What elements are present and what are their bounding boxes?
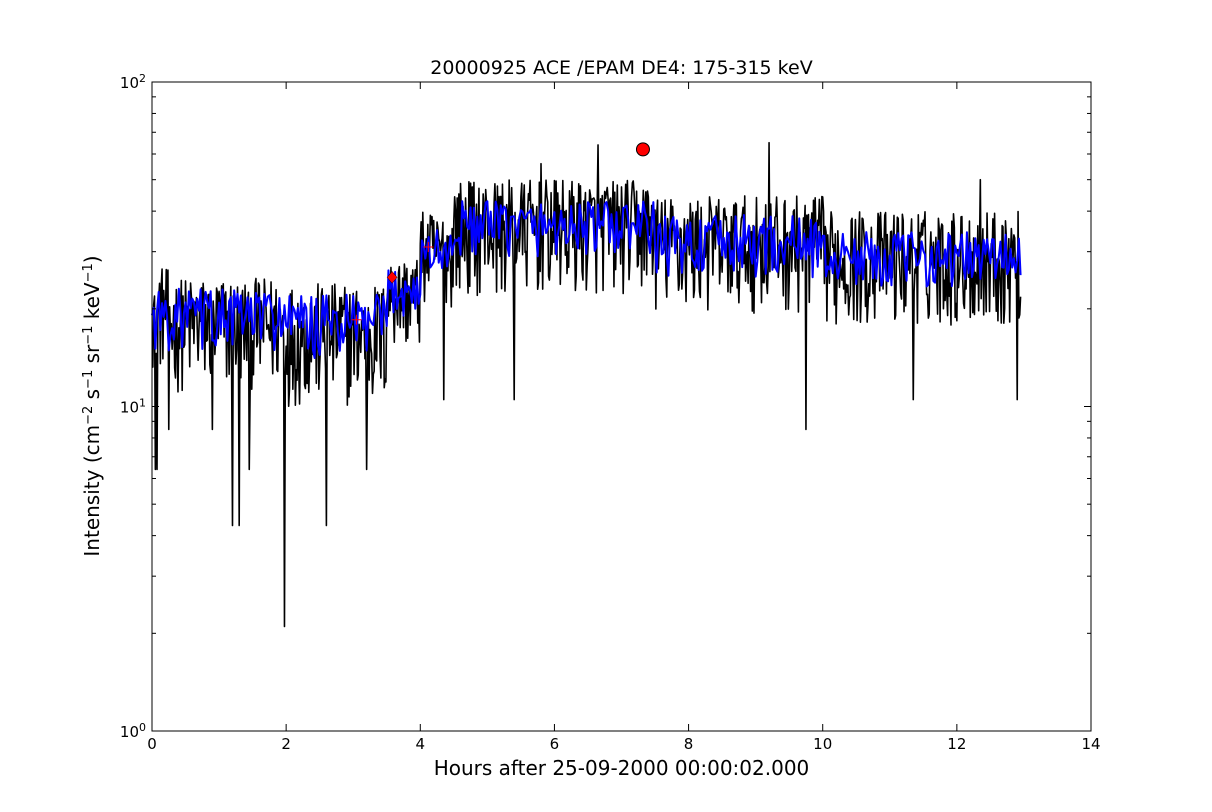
x-axis-label: Hours after 25-09-2000 00:00:02.000 <box>434 756 810 780</box>
y-axis-label-mid1: s <box>80 389 104 406</box>
y-tick-label: 100 <box>120 721 146 742</box>
onset-marker <box>386 270 398 284</box>
axes-frame <box>151 81 1092 732</box>
y-axis-label-exp3: −1 <box>81 326 96 345</box>
x-tick-label: 0 <box>147 735 157 753</box>
x-tick-label: 4 <box>416 735 426 753</box>
peak-marker <box>635 142 650 157</box>
x-tick-label: 14 <box>1081 735 1100 753</box>
plus-marker-2 <box>351 314 362 325</box>
x-tick-label: 2 <box>281 735 291 753</box>
y-axis-label-mid2: sr <box>80 344 104 370</box>
x-tick-label: 6 <box>550 735 560 753</box>
y-axis-label: Intensity (cm−2 s−1 sr−1 keV−1) <box>80 255 104 556</box>
y-axis-label-prefix: Intensity (cm <box>80 425 104 557</box>
y-axis-label-exp4: −1 <box>81 263 96 282</box>
x-tick-label: 8 <box>684 735 694 753</box>
axis-ticks: 0 2 4 6 8 10 12 14 100 101 102 <box>120 72 1101 754</box>
plot-area <box>151 141 1022 628</box>
series-line-smoothed <box>151 200 1022 359</box>
y-axis-label-exp2: −1 <box>81 370 96 389</box>
chart-title: 20000925 ACE /EPAM DE4: 175-315 keV <box>430 57 812 79</box>
y-axis-label-exp1: −2 <box>81 406 96 425</box>
y-axis-label-mid3: keV <box>80 282 104 326</box>
x-tick-label: 10 <box>813 735 832 753</box>
y-tick-label: 102 <box>120 72 146 93</box>
y-axis-label-suffix: ) <box>80 255 104 263</box>
y-tick-label: 101 <box>120 396 146 417</box>
x-tick-label: 12 <box>947 735 966 753</box>
plus-marker-3 <box>423 242 434 253</box>
series-line-raw <box>151 141 1022 628</box>
